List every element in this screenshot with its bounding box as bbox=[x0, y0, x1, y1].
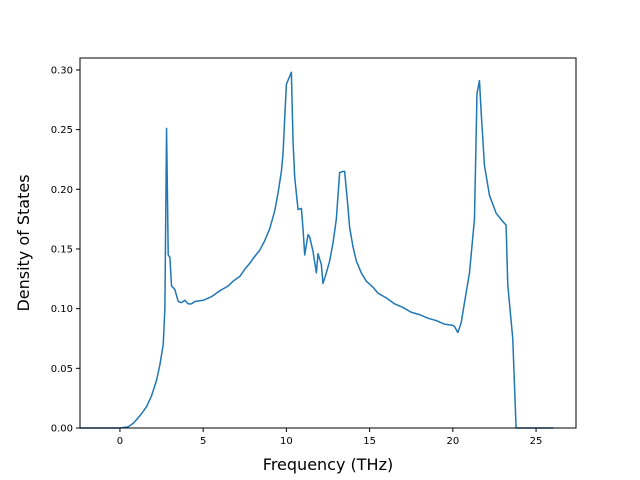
x-tick-label: 0 bbox=[117, 436, 123, 447]
x-tick-label: 25 bbox=[530, 436, 543, 447]
x-tick-label: 10 bbox=[280, 436, 293, 447]
y-tick-label: 0.20 bbox=[51, 185, 73, 196]
x-tick-label: 15 bbox=[363, 436, 376, 447]
x-tick-label: 20 bbox=[446, 436, 459, 447]
x-axis-label: Frequency (THz) bbox=[263, 455, 393, 474]
y-tick-label: 0.05 bbox=[51, 364, 73, 375]
series-group bbox=[79, 71, 554, 429]
x-tick-label: 5 bbox=[200, 436, 206, 447]
y-tick-label: 0.10 bbox=[51, 304, 73, 315]
y-axis-label: Density of States bbox=[14, 174, 33, 311]
y-tick-label: 0.00 bbox=[51, 424, 73, 435]
dos-line bbox=[79, 71, 554, 429]
plot-frame bbox=[79, 57, 577, 429]
y-tick-label: 0.30 bbox=[51, 65, 73, 76]
axis-ticks: 0 5 10 15 20 25 0.00 0.05 0.10 0.15 0.20 0.25 0.30 bbox=[51, 65, 543, 447]
y-tick-label: 0.25 bbox=[51, 125, 73, 136]
y-tick-label: 0.15 bbox=[51, 244, 73, 255]
plot-area bbox=[80, 58, 576, 428]
